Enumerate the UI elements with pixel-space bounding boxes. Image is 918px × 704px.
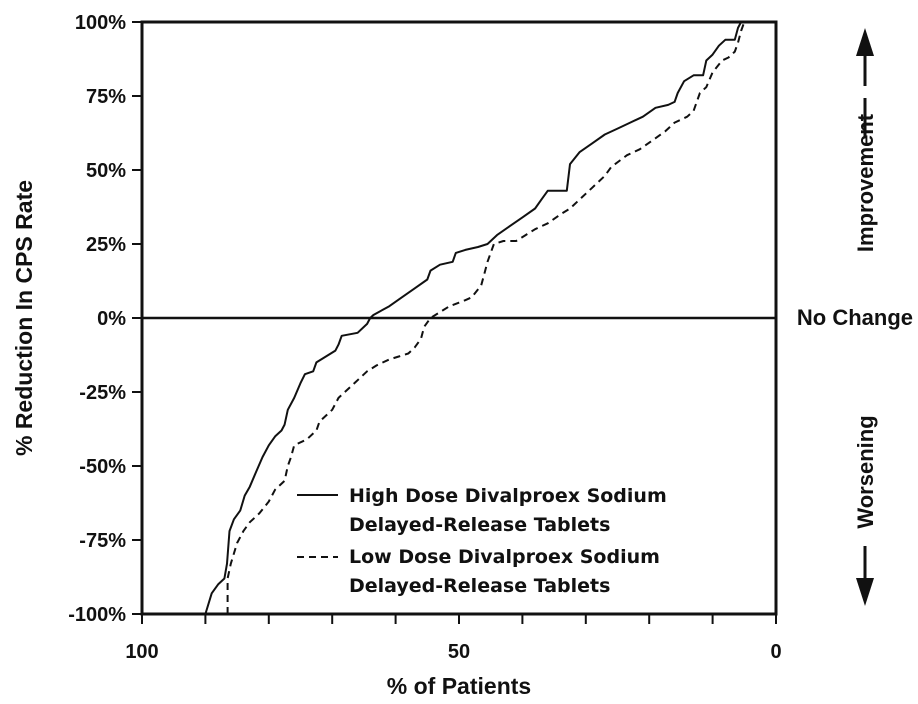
x-tick-label: 100 [125,641,158,663]
improvement-annotation: Improvement [853,28,878,252]
y-tick-label: 50% [86,160,126,182]
worsening-label: Worsening [853,415,878,528]
worsening-annotation: Worsening [853,415,878,606]
x-tick-group: 100 50 0 [125,614,782,663]
y-tick-label: -100% [68,604,126,626]
y-tick-label: 75% [86,86,126,108]
y-tick-label: 100% [75,12,126,34]
legend-label-low-dose-line2: Delayed-Release Tablets [349,575,610,597]
up-arrow-icon [856,28,874,56]
legend-label-low-dose-line1: Low Dose Divalproex Sodium [349,546,660,568]
y-axis-title: % Reduction In CPS Rate [11,180,37,456]
x-axis-title: % of Patients [387,673,531,699]
y-tick-label: -75% [79,530,126,552]
x-tick-label: 0 [770,641,781,663]
down-arrow-icon [856,578,874,606]
improvement-label: Improvement [853,113,878,252]
legend: High Dose Divalproex Sodium Delayed-Rele… [297,485,667,597]
legend-label-high-dose-line2: Delayed-Release Tablets [349,514,610,536]
y-tick-label: 25% [86,234,126,256]
y-tick-label: 0% [97,308,126,330]
y-tick-label: -25% [79,382,126,404]
x-tick-label: 50 [448,641,470,663]
y-tick-group: 100% 75% 50% 25% 0% -25% -50% -75% -100% [68,12,142,626]
legend-label-high-dose-line1: High Dose Divalproex Sodium [349,485,667,507]
series-layer [204,21,746,615]
no-change-label: No Change [797,305,913,330]
series-line-low-dose [226,21,746,614]
y-tick-label: -50% [79,456,126,478]
series-line-high-dose [204,21,742,615]
